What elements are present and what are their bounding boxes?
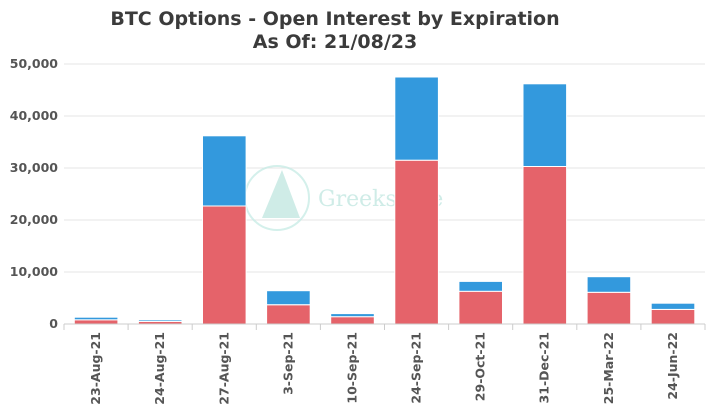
y-tick-label: 40,000 (10, 108, 59, 123)
bar-segment[interactable] (202, 135, 247, 207)
bar-segment[interactable] (73, 316, 119, 321)
y-axis-ticks: 0 10,000 20,000 30,000 40,000 50,000 (10, 56, 59, 331)
bar-segment[interactable] (458, 290, 503, 325)
x-tick-label: 10-Sep-21 (344, 332, 359, 404)
bar-segment[interactable] (586, 291, 632, 325)
y-tick-label: 20,000 (10, 212, 59, 227)
x-tick-label: 29-Oct-21 (473, 332, 488, 401)
bar-segment[interactable] (266, 304, 311, 325)
bar-segment[interactable] (330, 313, 375, 318)
bar-segment[interactable] (266, 290, 311, 306)
watermark-logo-shape (262, 170, 300, 218)
x-tick-label: 3-Sep-21 (280, 332, 295, 395)
chart-title: BTC Options - Open Interest by Expiratio… (110, 8, 559, 30)
y-tick-label: 10,000 (10, 264, 59, 279)
x-tick-label: 23-Aug-21 (88, 332, 103, 405)
bar-segment[interactable] (522, 165, 568, 325)
bar-segment[interactable] (73, 319, 119, 325)
gridlines (64, 63, 705, 273)
x-tick-label: 24-Aug-21 (152, 332, 167, 405)
bar-segment[interactable] (137, 319, 183, 322)
bar-segment[interactable] (650, 308, 696, 325)
bar-segment[interactable] (522, 83, 568, 167)
x-axis-ticks: 23-Aug-21 24-Aug-21 27-Aug-21 3-Sep-21 10-Se… (63, 324, 706, 405)
bar-segment[interactable] (394, 76, 439, 161)
y-tick-label: 0 (49, 316, 58, 331)
y-tick-label: 50,000 (10, 56, 59, 71)
x-tick-label: 24-Sep-21 (409, 332, 424, 404)
y-tick-label: 30,000 (10, 160, 59, 175)
bar-segment[interactable] (586, 276, 632, 293)
bar-segment[interactable] (458, 280, 503, 292)
bar-segment[interactable] (202, 205, 247, 325)
x-tick-label: 25-Mar-22 (601, 332, 616, 404)
x-tick-label: 24-Jun-22 (665, 332, 680, 400)
bars (73, 76, 696, 325)
bar-segment[interactable] (330, 316, 375, 325)
chart-subtitle: As Of: 21/08/23 (253, 31, 417, 53)
x-tick-label: 31-Dec-21 (537, 332, 552, 403)
x-tick-label: 27-Aug-21 (216, 332, 231, 405)
bar-segment[interactable] (650, 302, 696, 310)
bar-segment[interactable] (394, 159, 439, 325)
